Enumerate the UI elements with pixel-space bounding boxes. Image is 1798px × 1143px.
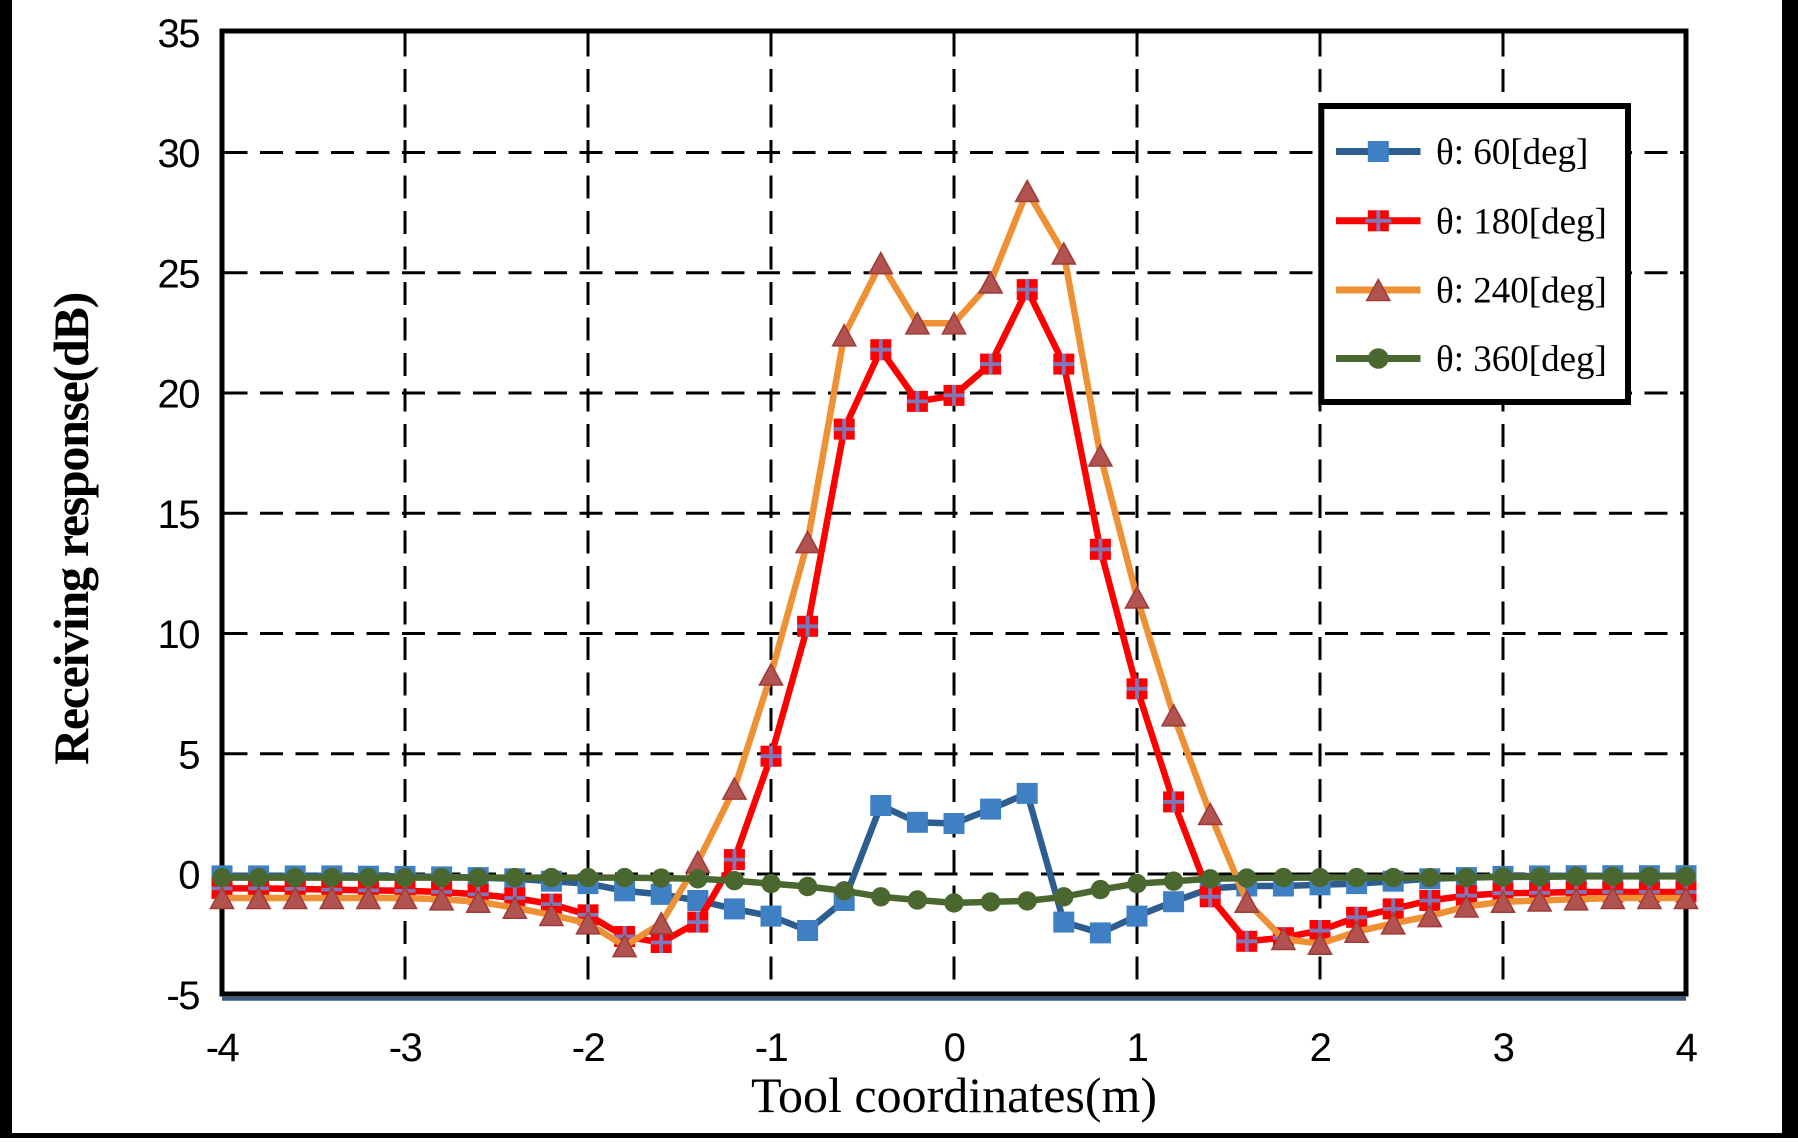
svg-text:3: 3 bbox=[1493, 1026, 1514, 1070]
svg-text:25: 25 bbox=[158, 252, 200, 296]
svg-text:0: 0 bbox=[944, 1026, 965, 1070]
svg-text:θ: 60[deg]: θ: 60[deg] bbox=[1436, 132, 1588, 173]
svg-text:-3: -3 bbox=[389, 1026, 422, 1070]
svg-text:Receiving response(dB): Receiving response(dB) bbox=[43, 293, 99, 765]
svg-text:θ: 360[deg]: θ: 360[deg] bbox=[1436, 339, 1607, 380]
svg-text:Tool coordinates(m): Tool coordinates(m) bbox=[751, 1067, 1157, 1123]
svg-text:35: 35 bbox=[158, 12, 200, 56]
svg-text:2: 2 bbox=[1310, 1026, 1331, 1070]
svg-text:-4: -4 bbox=[206, 1026, 240, 1070]
svg-text:20: 20 bbox=[158, 373, 200, 417]
svg-text:0: 0 bbox=[178, 854, 199, 898]
svg-text:1: 1 bbox=[1127, 1026, 1148, 1070]
svg-text:30: 30 bbox=[158, 132, 200, 176]
svg-text:10: 10 bbox=[158, 613, 200, 657]
svg-text:θ: 180[deg]: θ: 180[deg] bbox=[1436, 201, 1607, 242]
svg-text:-1: -1 bbox=[755, 1026, 788, 1070]
svg-text:-5: -5 bbox=[166, 974, 199, 1018]
svg-text:15: 15 bbox=[158, 493, 200, 537]
svg-text:5: 5 bbox=[178, 733, 199, 777]
svg-text:4: 4 bbox=[1676, 1026, 1698, 1070]
svg-text:θ: 240[deg]: θ: 240[deg] bbox=[1436, 271, 1607, 312]
svg-text:-2: -2 bbox=[572, 1026, 605, 1070]
